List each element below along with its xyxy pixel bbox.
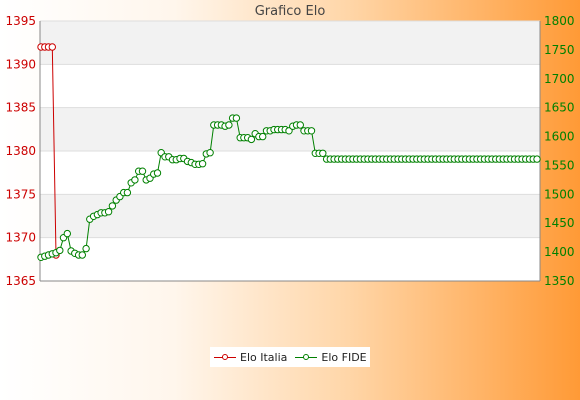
data-point-elo-italia: [48, 43, 56, 51]
y-tick-label-right: 1500: [544, 187, 575, 201]
data-point-elo-fide: [232, 114, 241, 122]
y-tick-label-right: 1550: [544, 158, 575, 172]
y-tick-label-right: 1350: [544, 274, 575, 288]
data-point-elo-fide: [78, 251, 87, 259]
data-point-elo-fide: [206, 149, 214, 157]
y-tick-label-left: 1390: [5, 57, 36, 71]
legend-label-elo-italia: Elo Italia: [240, 350, 288, 364]
chart-title: Grafico Elo: [254, 4, 326, 19]
data-point-elo-fide: [296, 121, 304, 129]
y-tick-label-right: 1400: [544, 245, 575, 259]
legend-item-elo-italia: Elo Italia: [214, 351, 287, 364]
data-point-elo-fide: [108, 202, 117, 210]
legend-item-elo-fide: Elo FIDE: [295, 350, 367, 364]
data-point-elo-fide: [104, 208, 113, 216]
legend: Elo Italia Elo FIDE: [210, 347, 370, 367]
y-tick-label-right: 1700: [544, 72, 575, 86]
y-tick-label-left: 1370: [5, 231, 36, 245]
data-point-elo-fide: [56, 246, 64, 255]
data-point-elo-fide: [198, 160, 207, 168]
y-tick-label-right: 1650: [544, 101, 575, 115]
y-tick-label-right: 1750: [544, 43, 575, 57]
data-point-elo-fide: [259, 132, 267, 141]
data-point-elo-fide: [131, 176, 139, 184]
grid-band: [40, 21, 540, 65]
y-tick-label-left: 1385: [5, 101, 36, 115]
data-point-elo-fide: [533, 155, 541, 163]
legend-label-elo-fide: Elo FIDE: [321, 350, 367, 364]
data-point-elo-fide: [247, 135, 256, 144]
data-point-elo-fide: [153, 169, 162, 177]
y-tick-label-left: 1380: [5, 144, 36, 158]
data-point-elo-fide: [138, 167, 147, 175]
data-point-elo-fide: [63, 229, 72, 238]
y-tick-label-right: 1600: [544, 130, 575, 144]
data-point-elo-fide: [225, 121, 233, 129]
data-point-elo-fide: [319, 149, 327, 158]
data-point-elo-fide: [307, 127, 316, 135]
y-tick-label-right: 1450: [544, 216, 575, 230]
data-point-elo-fide: [123, 188, 132, 197]
legend-swatch-elo-fide: [295, 352, 318, 362]
y-tick-label-left: 1375: [5, 187, 36, 201]
data-point-elo-fide: [285, 127, 293, 135]
y-tick-label-left: 1365: [5, 274, 36, 288]
grid-band: [40, 194, 540, 238]
legend-swatch-elo-italia: [214, 352, 236, 362]
data-point-elo-fide: [82, 244, 90, 253]
y-tick-label-left: 1395: [5, 14, 36, 28]
y-tick-label-right: 1800: [544, 14, 575, 28]
